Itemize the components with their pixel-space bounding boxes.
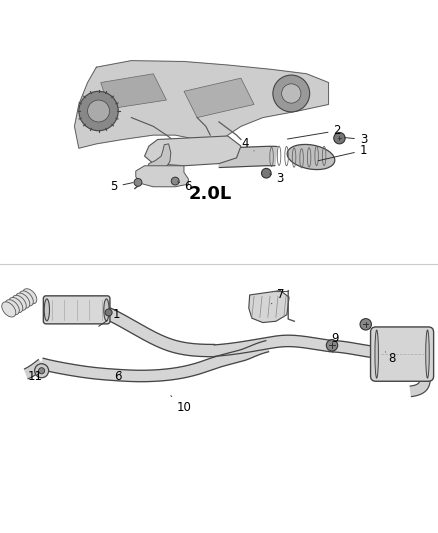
Circle shape — [334, 133, 345, 144]
Ellipse shape — [9, 297, 23, 313]
Circle shape — [105, 309, 112, 316]
Ellipse shape — [426, 330, 429, 378]
Circle shape — [261, 168, 271, 178]
Ellipse shape — [23, 289, 37, 304]
Text: 6: 6 — [114, 370, 122, 383]
Polygon shape — [219, 147, 277, 167]
Circle shape — [134, 179, 142, 187]
Text: 5: 5 — [110, 180, 133, 193]
Circle shape — [39, 368, 45, 374]
Text: 11: 11 — [28, 370, 42, 383]
Polygon shape — [184, 78, 254, 118]
Polygon shape — [136, 166, 188, 187]
Text: 10: 10 — [171, 395, 191, 414]
Polygon shape — [249, 290, 289, 322]
FancyBboxPatch shape — [43, 296, 110, 324]
Polygon shape — [101, 74, 166, 109]
Ellipse shape — [104, 299, 109, 321]
Text: 3: 3 — [270, 172, 284, 185]
Polygon shape — [145, 136, 241, 166]
Ellipse shape — [44, 299, 49, 321]
Ellipse shape — [19, 291, 33, 306]
Text: 3: 3 — [344, 133, 367, 146]
Text: 8: 8 — [385, 352, 396, 365]
Ellipse shape — [16, 293, 30, 308]
Polygon shape — [332, 341, 382, 359]
Circle shape — [282, 84, 301, 103]
Polygon shape — [40, 341, 268, 382]
Ellipse shape — [2, 302, 16, 317]
Text: 4: 4 — [241, 138, 254, 151]
Circle shape — [273, 75, 310, 112]
Ellipse shape — [287, 144, 335, 169]
FancyBboxPatch shape — [371, 327, 434, 381]
Polygon shape — [147, 144, 171, 174]
Circle shape — [360, 319, 371, 330]
Text: 9: 9 — [331, 332, 339, 345]
Ellipse shape — [5, 300, 19, 315]
Polygon shape — [410, 365, 430, 397]
Ellipse shape — [12, 295, 26, 310]
Polygon shape — [214, 335, 333, 356]
Text: 1: 1 — [318, 144, 367, 161]
Circle shape — [88, 100, 110, 122]
Polygon shape — [105, 308, 215, 357]
Ellipse shape — [375, 330, 378, 378]
Text: 6: 6 — [178, 180, 192, 193]
Text: 2: 2 — [287, 124, 341, 139]
Text: 1: 1 — [99, 308, 120, 326]
Circle shape — [171, 177, 179, 185]
Circle shape — [79, 91, 118, 131]
Text: 2.0L: 2.0L — [189, 185, 232, 203]
Polygon shape — [371, 349, 383, 362]
Polygon shape — [74, 61, 328, 148]
Text: 7: 7 — [272, 288, 284, 304]
Polygon shape — [25, 360, 45, 379]
Circle shape — [35, 364, 49, 378]
Circle shape — [326, 340, 338, 351]
